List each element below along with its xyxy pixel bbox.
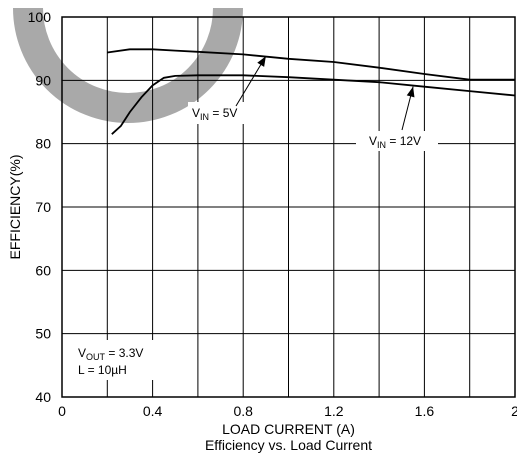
y-tick-label: 40 [35,389,51,405]
series-line-1 [111,74,516,135]
chart-title: Efficiency vs. Load Current [205,437,372,453]
series-label-vin-5v: VIN = 5V [192,106,237,122]
y-tick-label: 90 [35,72,51,88]
condition-line: L = 10µH [78,363,127,377]
grid-lines [62,17,515,397]
series-annotations: VIN = 5V VIN = 12V [70,56,438,380]
condition-line: VOUT = 3.3V [78,346,143,362]
label-background [70,340,168,380]
x-tick-label: 0.8 [233,403,253,419]
arrow-vin5-head [257,56,266,67]
y-tick-label: 60 [35,262,51,278]
arrow-vin12-head [406,86,415,98]
label-background [356,131,438,151]
label-background [188,102,250,124]
x-axis-label: LOAD CURRENT (A) [222,421,355,437]
y-tick-labels: 40 50 60 70 80 90 100 [28,9,52,405]
x-tick-label: 1.2 [324,403,344,419]
x-tick-label: 0 [58,403,66,419]
plot-frame [61,16,516,398]
x-tick-labels: 0 0.4 0.8 1.2 1.6 2 [58,403,517,419]
series-label-vin-12v: VIN = 12V [369,134,421,150]
y-tick-label: 100 [28,9,52,25]
y-axis-label: EFFICIENCY(%) [7,155,23,260]
y-tick-label: 80 [35,136,51,152]
series-line-0 [107,48,515,81]
y-tick-label: 50 [35,326,51,342]
conditions-note: VOUT = 3.3VL = 10µH [78,346,143,377]
y-tick-label: 70 [35,199,51,215]
x-tick-label: 0.4 [143,403,163,419]
x-tick-label: 1.6 [415,403,435,419]
x-tick-label: 2 [511,403,517,419]
